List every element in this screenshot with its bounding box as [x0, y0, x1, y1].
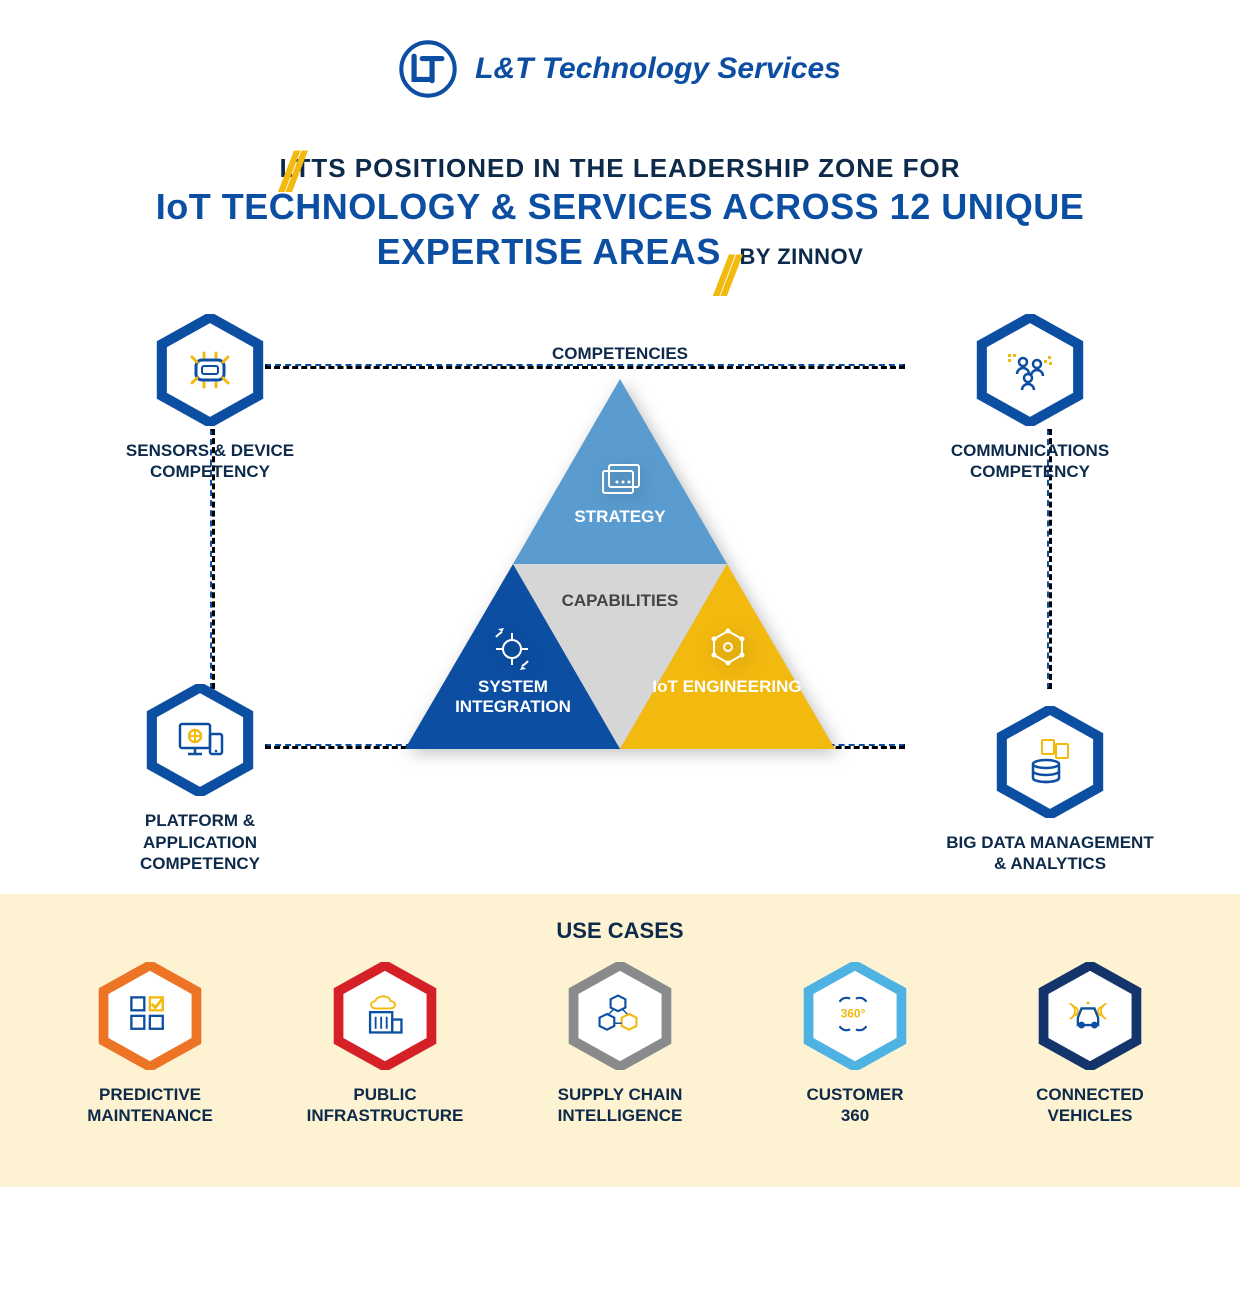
- use-cases-panel: USE CASES PREDICTIVEMAINTENANCE: [0, 894, 1240, 1187]
- node-sensors-device: SENSORS & DEVICECOMPETENCY: [100, 314, 320, 483]
- uc-supply-chain: SUPPLY CHAININTELLIGENCE: [520, 962, 720, 1127]
- iot-engineering-icon: [705, 625, 751, 671]
- headline-line3: EXPERTISE AREAS: [377, 231, 721, 272]
- triangle-strategy: STRATEGY: [540, 507, 700, 527]
- brand-name: L&T Technology Services: [475, 52, 841, 86]
- triangle-ioteng: IoT ENGINEERING: [647, 677, 807, 697]
- predictive-maintenance-icon: [124, 990, 176, 1042]
- headline: // LTTS POSITIONED IN THE LEADERSHIP ZON…: [60, 153, 1180, 274]
- node-communications: COMMUNICATIONSCOMPETENCY: [920, 314, 1140, 483]
- lnt-logo-icon: [399, 40, 457, 98]
- triangle-capabilities: CAPABILITIES: [540, 591, 700, 611]
- quote-close-icon: //: [715, 243, 730, 308]
- capabilities-triangle: STRATEGY CAPABILITIES SYSTEM INTEGRATION…: [405, 379, 835, 749]
- supply-chain-icon: [594, 990, 646, 1042]
- public-infra-icon: [359, 990, 411, 1042]
- bigdata-icon: [1024, 736, 1076, 788]
- uc-connected-vehicles: CONNECTEDVEHICLES: [990, 962, 1190, 1127]
- quote-open-icon: //: [280, 139, 295, 204]
- node-platform-app: PLATFORM & APPLICATIONCOMPETENCY: [90, 684, 310, 874]
- uc-customer-360: 360° CUSTOMER360: [755, 962, 955, 1127]
- system-integration-icon: [490, 627, 534, 671]
- connected-vehicle-icon: [1064, 990, 1116, 1042]
- communications-icon: [1004, 344, 1056, 396]
- competencies-diagram: COMPETENCIES STRATEGY CAPABILITIES: [60, 314, 1180, 884]
- platform-app-icon: [174, 714, 226, 766]
- customer-360-icon: 360°: [829, 990, 881, 1042]
- node-bigdata: BIG DATA MANAGEMENT& ANALYTICS: [940, 706, 1160, 875]
- triangle-sysint: SYSTEM INTEGRATION: [433, 677, 593, 716]
- sensor-chip-icon: [184, 344, 236, 396]
- use-cases-title: USE CASES: [50, 918, 1190, 944]
- svg-text:360°: 360°: [841, 1007, 866, 1021]
- competencies-label: COMPETENCIES: [552, 344, 688, 364]
- uc-predictive-maintenance: PREDICTIVEMAINTENANCE: [50, 962, 250, 1127]
- strategy-icon: [597, 461, 643, 501]
- brand-header: L&T Technology Services: [60, 40, 1180, 103]
- headline-byline: BY ZINNOV: [739, 244, 863, 269]
- uc-public-infra: PUBLICINFRASTRUCTURE: [285, 962, 485, 1127]
- headline-line1: LTTS POSITIONED IN THE LEADERSHIP ZONE F…: [100, 153, 1140, 184]
